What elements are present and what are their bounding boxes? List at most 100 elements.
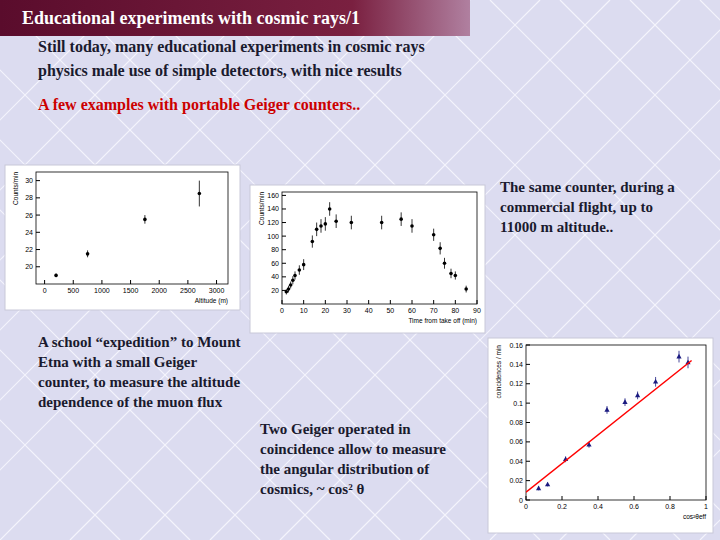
text: 20: [321, 307, 329, 314]
text: 30: [25, 177, 33, 184]
y-tick: [526, 422, 530, 423]
text: physics male use of simple detectors, wi…: [38, 62, 402, 80]
point: [443, 261, 447, 265]
text: Counts/min: [12, 172, 19, 205]
text: 40: [365, 307, 373, 314]
text: 120: [267, 219, 279, 226]
chart: 050010001500200025003000202224262830Alti…: [5, 165, 240, 310]
point: [449, 272, 453, 276]
plot-frame: [36, 172, 228, 284]
point: [289, 283, 293, 287]
decor-line: [0, 0, 540, 540]
text: The same counter, during a: [500, 179, 675, 195]
point: [143, 218, 147, 222]
x-tick: [303, 300, 304, 304]
x-tick: [187, 280, 188, 284]
y-tick: [526, 480, 530, 481]
point: [198, 192, 202, 196]
point: [287, 287, 291, 291]
text: A few examples with portable Geiger coun…: [38, 96, 360, 114]
y-tick: [36, 266, 40, 267]
point: [432, 233, 436, 237]
text: 0.14: [509, 361, 523, 368]
text: 0: [524, 503, 528, 510]
text: Counts/min: [258, 192, 265, 225]
x-tick: [44, 280, 45, 284]
decor-line: [210, 0, 720, 540]
text: counter, to measure the altitude: [38, 374, 240, 390]
point: [464, 287, 468, 291]
text: commercial flight, up to: [500, 199, 653, 215]
x-tick: [73, 280, 74, 284]
decor-line: [210, 0, 720, 540]
point: [302, 263, 306, 267]
text: Time from take off (min): [408, 317, 477, 325]
point: [291, 278, 295, 282]
y-tick: [526, 461, 530, 462]
text: 0: [519, 497, 523, 504]
text: 0: [43, 287, 47, 294]
text: Etna with a small Geiger: [38, 354, 197, 370]
point: [311, 240, 315, 244]
point: [635, 393, 640, 398]
text: 1: [704, 503, 708, 510]
x-tick: [347, 300, 348, 304]
text: 0.02: [509, 477, 523, 484]
point: [676, 354, 681, 359]
y-tick: [526, 441, 530, 442]
text: 26: [25, 212, 33, 219]
x-tick: [598, 496, 599, 500]
point: [545, 482, 550, 487]
y-tick: [36, 249, 40, 250]
y-tick: [282, 263, 286, 264]
text: 2000: [151, 287, 167, 294]
decor-line: [0, 0, 540, 540]
text: 40: [271, 273, 279, 280]
text: 80: [451, 307, 459, 314]
text: Still today, many educational experiment…: [38, 38, 425, 56]
text: Educational experiments with cosmic rays…: [22, 8, 360, 28]
point: [536, 486, 541, 491]
text: 50: [386, 307, 394, 314]
y-tick: [526, 403, 530, 404]
x-tick: [670, 496, 671, 500]
text: 0: [280, 307, 284, 314]
text: 3000: [209, 287, 225, 294]
text: the angular distribution of: [260, 461, 430, 477]
text: dependence of the muon flux: [38, 394, 223, 410]
data: [54, 181, 201, 278]
point: [438, 247, 442, 251]
point: [350, 221, 354, 225]
y-tick: [36, 215, 40, 216]
text: 100: [267, 233, 279, 240]
point: [298, 268, 302, 272]
x-tick: [433, 300, 434, 304]
plot-frame: [282, 192, 477, 304]
y-tick: [282, 195, 286, 196]
text: 0.04: [509, 458, 523, 465]
x-tick: [216, 280, 217, 284]
text: coincidences / min: [495, 345, 502, 399]
background: [0, 0, 720, 540]
y-tick: [36, 180, 40, 181]
text: 0.4: [593, 503, 603, 510]
y-tick: [526, 383, 530, 384]
text: 0.1: [513, 400, 523, 407]
text: 0.2: [557, 503, 567, 510]
point: [86, 252, 90, 256]
x-tick: [634, 496, 635, 500]
y-tick: [282, 208, 286, 209]
text: cosmics, ~ cos² θ: [260, 481, 364, 497]
text: 0.08: [509, 419, 523, 426]
y-tick: [36, 232, 40, 233]
fit-line: [526, 361, 692, 493]
text: A school “expedition” to Mount: [38, 334, 241, 350]
point: [328, 207, 332, 211]
x-tick: [455, 300, 456, 304]
text: 0.8: [665, 503, 675, 510]
text: 10: [300, 307, 308, 314]
x-tick: [368, 300, 369, 304]
y-tick: [36, 197, 40, 198]
data: [285, 202, 468, 294]
text: 60: [408, 307, 416, 314]
